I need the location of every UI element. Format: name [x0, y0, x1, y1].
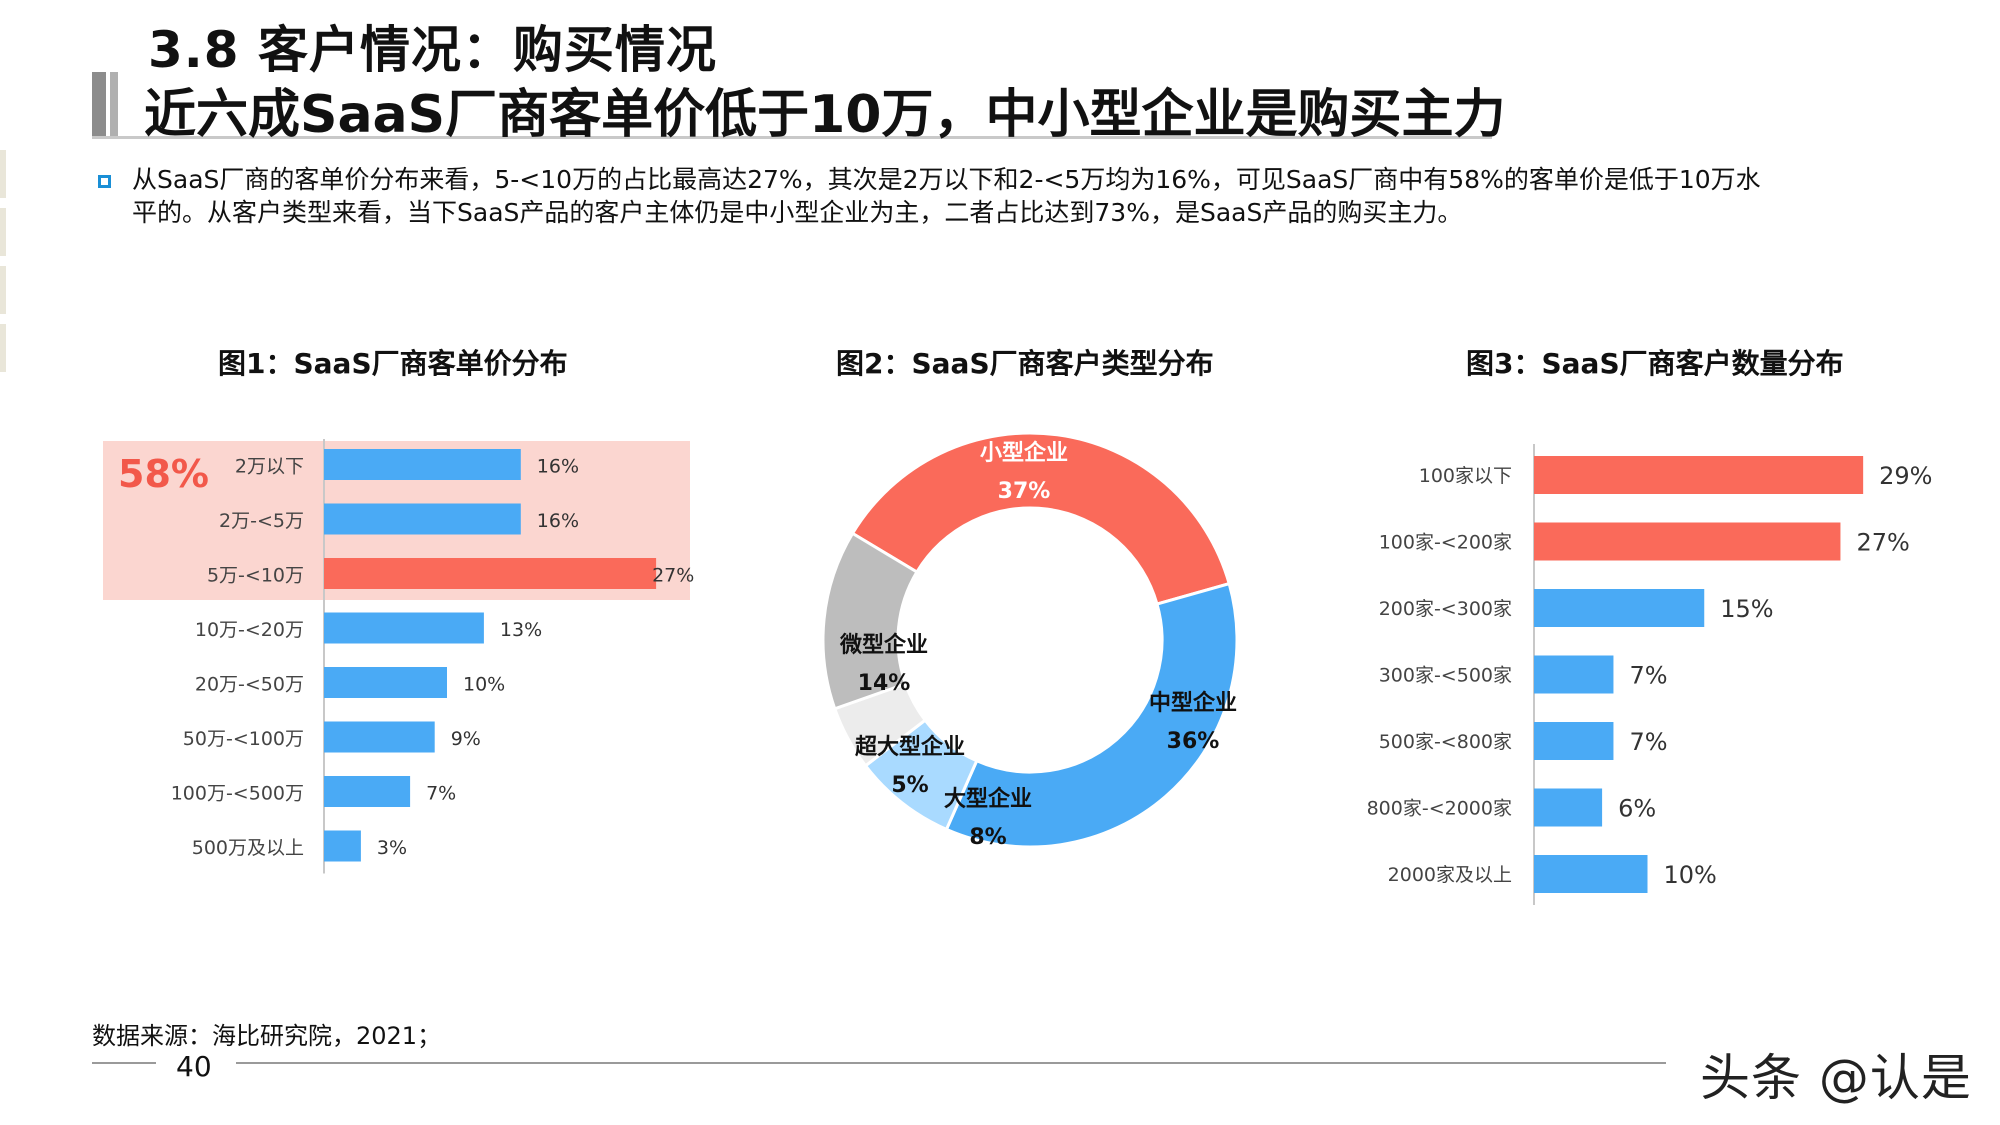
chart1-highlight-label: 58% — [118, 452, 209, 496]
chart1-value-label: 16% — [537, 510, 579, 532]
chart1-bar — [324, 667, 447, 698]
chart3-bar — [1534, 855, 1648, 893]
chart3-title: 图3：SaaS厂商客户数量分布 — [1466, 347, 1844, 380]
chart3-category-label: 500家-<800家 — [1379, 731, 1512, 753]
footer-rule-right — [236, 1062, 1666, 1064]
chart3-category-label: 800家-<2000家 — [1367, 798, 1512, 820]
chart2-slice-value: 37% — [998, 479, 1051, 504]
chart3-value-label: 15% — [1720, 595, 1773, 623]
chart3-value-label: 27% — [1856, 529, 1909, 557]
header-underline — [92, 136, 1492, 139]
chart3-bar — [1534, 788, 1603, 827]
chart1-bar — [324, 612, 484, 644]
chart3-value-label: 7% — [1629, 728, 1667, 756]
chart1-bar — [324, 449, 521, 480]
chart1-category-label: 2万以下 — [235, 456, 304, 478]
chart3-bar — [1534, 522, 1841, 561]
chart3-bar — [1534, 456, 1864, 494]
chart1-category-label: 500万及以上 — [192, 837, 304, 859]
chart3-value-label: 7% — [1629, 662, 1667, 690]
chart1-value-label: 13% — [500, 619, 542, 641]
header-accent-bar — [92, 72, 106, 138]
chart1-bar — [324, 776, 411, 807]
chart1-value-label: 9% — [451, 728, 481, 750]
chart2-title: 图2：SaaS厂商客户类型分布 — [836, 347, 1214, 380]
brand-watermark: 头条 @认是 — [1700, 1049, 1972, 1107]
chart1-title: 图1：SaaS厂商客单价分布 — [218, 347, 568, 380]
chart2-slice — [850, 431, 1232, 606]
chart1-category-label: 20万-<50万 — [195, 674, 304, 696]
summary-line-1: 从SaaS厂商的客单价分布来看，5-<10万的占比最高达27%，其次是2万以下和… — [132, 165, 1761, 194]
chart1-bar — [324, 721, 435, 753]
chart2-slice-name: 小型企业 — [980, 440, 1068, 466]
chart3-value-label: 29% — [1879, 462, 1932, 490]
chart2-slice — [821, 531, 919, 711]
chart1-bar — [324, 503, 521, 535]
chart1-value-label: 7% — [426, 783, 456, 805]
chart1-category-label: 10万-<20万 — [195, 619, 304, 641]
chart3-category-label: 100家以下 — [1419, 465, 1512, 487]
left-edge-tabs — [0, 150, 8, 400]
chart1-category-label: 5万-<10万 — [207, 565, 304, 587]
chart3-bar — [1534, 722, 1614, 760]
chart1-value-label: 27% — [652, 565, 694, 587]
chart2-slice — [944, 581, 1239, 849]
header-accent-bar-inner — [110, 72, 118, 138]
chart3-value-label: 6% — [1618, 795, 1656, 823]
chart2-slice-value: 5% — [891, 773, 928, 798]
chart1-value-label: 3% — [377, 837, 407, 859]
chart1-category-label: 2万-<5万 — [219, 510, 304, 532]
chart2-slice-name: 大型企业 — [944, 786, 1032, 812]
data-source: 数据来源：海比研究院，2021； — [92, 1022, 442, 1050]
chart3-value-label: 10% — [1664, 861, 1717, 889]
summary-line-2: 平的。从客户类型来看，当下SaaS产品的客户主体仍是中小型企业为主，二者占比达到… — [132, 198, 1463, 227]
chart2-slice-value: 14% — [858, 671, 911, 696]
chart1-bar — [324, 558, 657, 589]
chart3-bar — [1534, 655, 1614, 694]
chart2-slice-name: 超大型企业 — [855, 734, 965, 760]
chart3-category-label: 2000家及以上 — [1388, 864, 1512, 886]
page-subtitle: 近六成SaaS厂商客单价低于10万，中小型企业是购买主力 — [144, 85, 1506, 145]
chart2-slice-name: 中型企业 — [1149, 690, 1237, 716]
chart3-bar — [1534, 589, 1705, 627]
chart2-slice-value: 36% — [1167, 729, 1220, 754]
chart2-slice-name: 微型企业 — [839, 632, 928, 658]
bullet-square-icon — [98, 175, 111, 188]
chart1-category-label: 50万-<100万 — [183, 728, 304, 750]
chart3-category-label: 100家-<200家 — [1379, 532, 1512, 554]
chart1-value-label: 10% — [463, 674, 505, 696]
page-number: 40 — [176, 1050, 212, 1083]
chart2-slice-value: 8% — [969, 825, 1006, 850]
chart3-category-label: 200家-<300家 — [1379, 598, 1512, 620]
footer-rule-left — [92, 1062, 156, 1064]
chart1-category-label: 100万-<500万 — [171, 783, 304, 805]
chart1-value-label: 16% — [537, 456, 579, 478]
summary-text: 从SaaS厂商的客单价分布来看，5-<10万的占比最高达27%，其次是2万以下和… — [132, 163, 1912, 229]
page-title: 3.8 客户情况：购买情况 — [148, 21, 717, 79]
chart3-category-label: 300家-<500家 — [1379, 665, 1512, 687]
chart1-bar — [324, 830, 361, 862]
